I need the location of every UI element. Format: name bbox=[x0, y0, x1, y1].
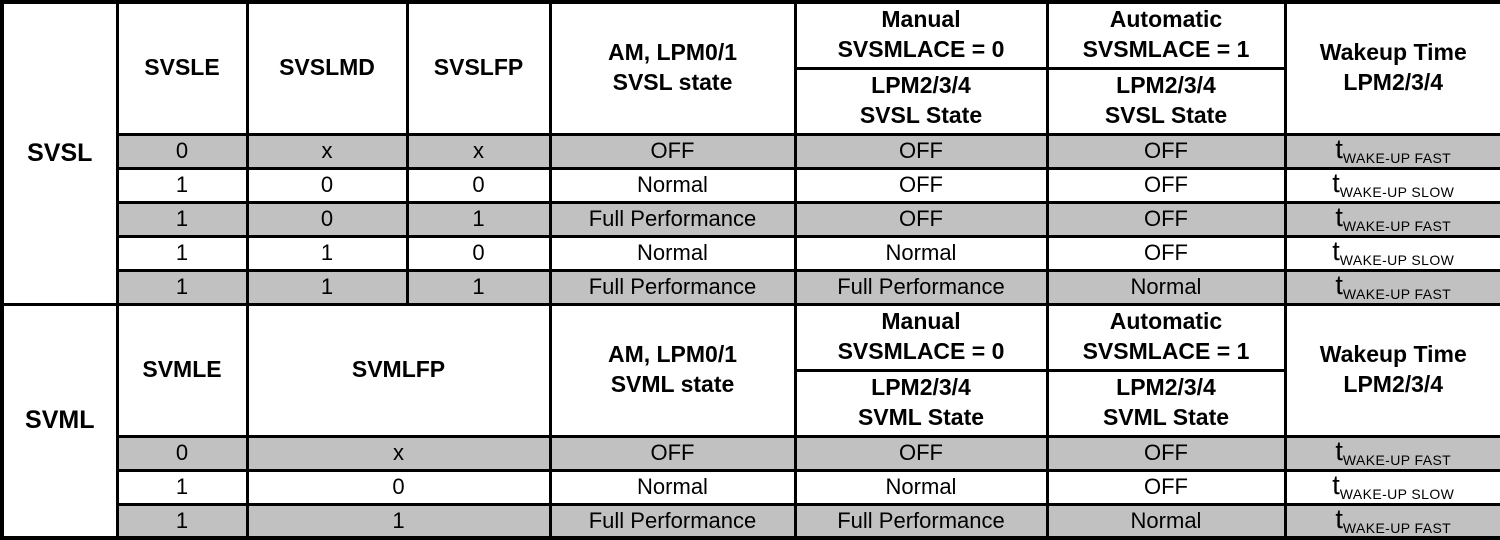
cell-svslmd-value: 0 bbox=[245, 200, 409, 238]
table-row: 1 1 Full Performance Full Performance No… bbox=[2, 502, 1500, 540]
cell-svslfp-value: 1 bbox=[405, 268, 552, 306]
wakeup-subscript: WAKE-UP FAST bbox=[1342, 286, 1452, 302]
cell-wakeup-time: tWAKE-UP FAST bbox=[1283, 200, 1500, 238]
cell-svsle-value: 1 bbox=[115, 268, 249, 306]
wakeup-symbol: t bbox=[1332, 168, 1340, 198]
cell-manual-state: Full Performance bbox=[793, 268, 1049, 306]
cell-wakeup-time: tWAKE-UP FAST bbox=[1283, 434, 1500, 472]
cell-manual-state: OFF bbox=[793, 434, 1049, 472]
header-automatic-svsmlace1: Automatic SVSMLACE = 1 bbox=[1045, 0, 1287, 70]
cell-wakeup-time: tWAKE-UP SLOW bbox=[1283, 166, 1500, 204]
table-row: 0 x x OFF OFF OFF tWAKE-UP FAST bbox=[2, 132, 1500, 170]
cell-svsle-value: 1 bbox=[115, 234, 249, 272]
cell-am-state: Normal bbox=[548, 468, 797, 506]
cell-svsle-value: 0 bbox=[115, 132, 249, 170]
cell-auto-state: OFF bbox=[1045, 434, 1287, 472]
cell-svslmd-value: 0 bbox=[245, 166, 409, 204]
wakeup-symbol: t bbox=[1332, 470, 1340, 500]
header-lpm234-svsl-state-auto: LPM2/3/4 SVSL State bbox=[1045, 66, 1287, 136]
cell-svslfp-value: 0 bbox=[405, 166, 552, 204]
header-svmlfp: SVMLFP bbox=[245, 302, 552, 438]
cell-am-state: Full Performance bbox=[548, 502, 797, 540]
wakeup-subscript: WAKE-UP FAST bbox=[1342, 218, 1452, 234]
cell-svmlfp-value: 0 bbox=[245, 468, 552, 506]
cell-manual-state: OFF bbox=[793, 132, 1049, 170]
wakeup-symbol: t bbox=[1335, 134, 1343, 164]
cell-am-state: Full Performance bbox=[548, 268, 797, 306]
cell-auto-state: OFF bbox=[1045, 468, 1287, 506]
wakeup-symbol: t bbox=[1335, 202, 1343, 232]
wakeup-subscript: WAKE-UP SLOW bbox=[1339, 486, 1455, 502]
table-row: 1 0 Normal Normal OFF tWAKE-UP SLOW bbox=[2, 468, 1500, 506]
cell-auto-state: OFF bbox=[1045, 132, 1287, 170]
cell-svmlfp-value: x bbox=[245, 434, 552, 472]
wakeup-subscript: WAKE-UP SLOW bbox=[1339, 252, 1455, 268]
cell-auto-state: OFF bbox=[1045, 166, 1287, 204]
header-lpm234-svml-state-auto: LPM2/3/4 SVML State bbox=[1045, 368, 1287, 438]
wakeup-symbol: t bbox=[1335, 504, 1343, 534]
wakeup-symbol: t bbox=[1335, 270, 1343, 300]
wakeup-subscript: WAKE-UP SLOW bbox=[1339, 184, 1455, 200]
cell-svslfp-value: x bbox=[405, 132, 552, 170]
table-row: 1 0 0 Normal OFF OFF tWAKE-UP SLOW bbox=[2, 166, 1500, 204]
header-am-lpm01-svml-state: AM, LPM0/1 SVML state bbox=[548, 302, 797, 438]
cell-svsle-value: 1 bbox=[115, 166, 249, 204]
cell-svslfp-value: 1 bbox=[405, 200, 552, 238]
cell-wakeup-time: tWAKE-UP SLOW bbox=[1283, 234, 1500, 272]
cell-svslmd-value: 1 bbox=[245, 268, 409, 306]
cell-am-state: Full Performance bbox=[548, 200, 797, 238]
header-lpm234-svml-state-manual: LPM2/3/4 SVML State bbox=[793, 368, 1049, 438]
header-wakeup-time-svml: Wakeup Time LPM2/3/4 bbox=[1283, 302, 1500, 438]
cell-am-state: Normal bbox=[548, 166, 797, 204]
cell-svslfp-value: 0 bbox=[405, 234, 552, 272]
header-wakeup-time-svsl: Wakeup Time LPM2/3/4 bbox=[1283, 0, 1500, 136]
table-row: 1 1 0 Normal Normal OFF tWAKE-UP SLOW bbox=[2, 234, 1500, 272]
cell-svslmd-value: 1 bbox=[245, 234, 409, 272]
header-svsle: SVSLE bbox=[115, 0, 249, 136]
cell-svslmd-value: x bbox=[245, 132, 409, 170]
header-svslfp: SVSLFP bbox=[405, 0, 552, 136]
svml-header-row-bottom: LPM2/3/4 SVML State LPM2/3/4 SVML State bbox=[2, 368, 1500, 438]
header-automatic-svsmlace1: Automatic SVSMLACE = 1 bbox=[1045, 302, 1287, 372]
table-row: 1 1 1 Full Performance Full Performance … bbox=[2, 268, 1500, 306]
header-manual-svsmlace0: Manual SVSMLACE = 0 bbox=[793, 302, 1049, 372]
svsl-section-label: SVSL bbox=[0, 0, 119, 306]
wakeup-symbol: t bbox=[1335, 436, 1343, 466]
cell-wakeup-time: tWAKE-UP SLOW bbox=[1283, 468, 1500, 506]
cell-svmle-value: 1 bbox=[115, 468, 249, 506]
header-svmle: SVMLE bbox=[115, 302, 249, 438]
svml-section-label: SVML bbox=[0, 302, 119, 540]
header-manual-svsmlace0: Manual SVSMLACE = 0 bbox=[793, 0, 1049, 70]
cell-manual-state: Normal bbox=[793, 234, 1049, 272]
cell-manual-state: OFF bbox=[793, 166, 1049, 204]
header-am-lpm01-svsl-state: AM, LPM0/1 SVSL state bbox=[548, 0, 797, 136]
cell-svmle-value: 0 bbox=[115, 434, 249, 472]
table-row: 1 0 1 Full Performance OFF OFF tWAKE-UP … bbox=[2, 200, 1500, 238]
wakeup-subscript: WAKE-UP FAST bbox=[1342, 519, 1452, 536]
svsl-header-row-bottom: LPM2/3/4 SVSL State LPM2/3/4 SVSL State bbox=[2, 66, 1500, 136]
cell-am-state: OFF bbox=[548, 434, 797, 472]
cell-manual-state: OFF bbox=[793, 200, 1049, 238]
cell-am-state: OFF bbox=[548, 132, 797, 170]
wakeup-symbol: t bbox=[1332, 236, 1340, 266]
cell-auto-state: OFF bbox=[1045, 234, 1287, 272]
cell-manual-state: Normal bbox=[793, 468, 1049, 506]
cell-auto-state: OFF bbox=[1045, 200, 1287, 238]
svml-header-row-top: SVML SVMLE SVMLFP AM, LPM0/1 SVML state … bbox=[0, 302, 1500, 540]
wakeup-subscript: WAKE-UP FAST bbox=[1342, 150, 1452, 166]
cell-auto-state: Normal bbox=[1045, 268, 1287, 306]
cell-svsle-value: 1 bbox=[115, 200, 249, 238]
cell-wakeup-time: tWAKE-UP FAST bbox=[1283, 268, 1500, 306]
svsl-header-row-top: SVSL SVSLE SVSLMD SVSLFP AM, LPM0/1 SVSL… bbox=[0, 0, 1500, 306]
cell-wakeup-time: tWAKE-UP FAST bbox=[1283, 132, 1500, 170]
header-lpm234-svsl-state-manual: LPM2/3/4 SVSL State bbox=[793, 66, 1049, 136]
cell-am-state: Normal bbox=[548, 234, 797, 272]
wakeup-subscript: WAKE-UP FAST bbox=[1342, 452, 1452, 468]
header-svslmd: SVSLMD bbox=[245, 0, 409, 136]
table-row: 0 x OFF OFF OFF tWAKE-UP FAST bbox=[2, 434, 1500, 472]
